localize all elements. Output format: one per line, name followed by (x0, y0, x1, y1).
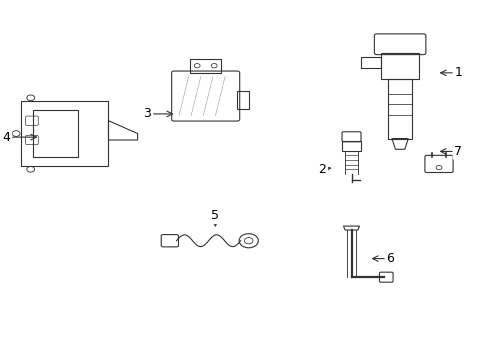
Text: 3: 3 (143, 107, 151, 120)
Text: 6: 6 (386, 252, 393, 265)
Text: 2: 2 (318, 163, 325, 176)
Text: 5: 5 (211, 209, 219, 222)
Text: 7: 7 (453, 145, 462, 158)
Text: 4: 4 (2, 131, 10, 144)
Text: 1: 1 (453, 66, 462, 79)
